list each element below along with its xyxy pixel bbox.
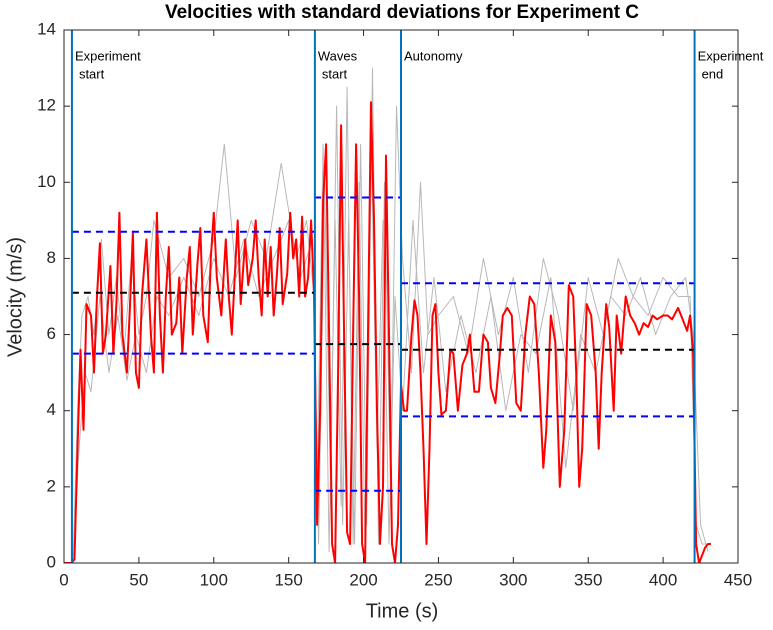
x-tick-label: 300	[499, 570, 527, 589]
y-tick-label: 14	[37, 19, 56, 38]
event-label: end	[702, 66, 724, 81]
y-tick-label: 6	[47, 324, 56, 343]
chart-title: Velocities with standard deviations for …	[165, 2, 639, 23]
x-axis-label: Time (s)	[366, 600, 439, 622]
event-label: Experiment	[698, 48, 764, 63]
x-tick-label: 350	[574, 570, 602, 589]
y-tick-label: 0	[47, 552, 56, 571]
event-label: Autonomy	[404, 48, 463, 63]
velocity-line	[64, 67, 708, 563]
x-tick-label: 50	[129, 570, 148, 589]
x-tick-label: 450	[724, 570, 752, 589]
y-axis-label: Velocity (m/s)	[4, 237, 26, 357]
event-label: start	[79, 66, 105, 81]
plot-area	[64, 67, 711, 563]
y-tick-label: 2	[47, 476, 56, 495]
y-tick-label: 10	[37, 172, 56, 191]
x-tick-label: 250	[424, 570, 452, 589]
event-label: Waves	[318, 48, 358, 63]
x-tick-label: 150	[274, 570, 302, 589]
y-tick-label: 8	[47, 248, 56, 267]
x-tick-label: 200	[349, 570, 377, 589]
velocity-line	[64, 86, 709, 563]
x-tick-label: 0	[59, 570, 68, 589]
y-tick-label: 12	[37, 96, 56, 115]
event-label: start	[322, 66, 348, 81]
x-tick-label: 100	[200, 570, 228, 589]
x-tick-label: 400	[649, 570, 677, 589]
axes-box	[63, 29, 739, 564]
event-label: Experiment	[75, 48, 141, 63]
velocity-line	[64, 101, 711, 563]
y-tick-label: 4	[47, 400, 56, 419]
